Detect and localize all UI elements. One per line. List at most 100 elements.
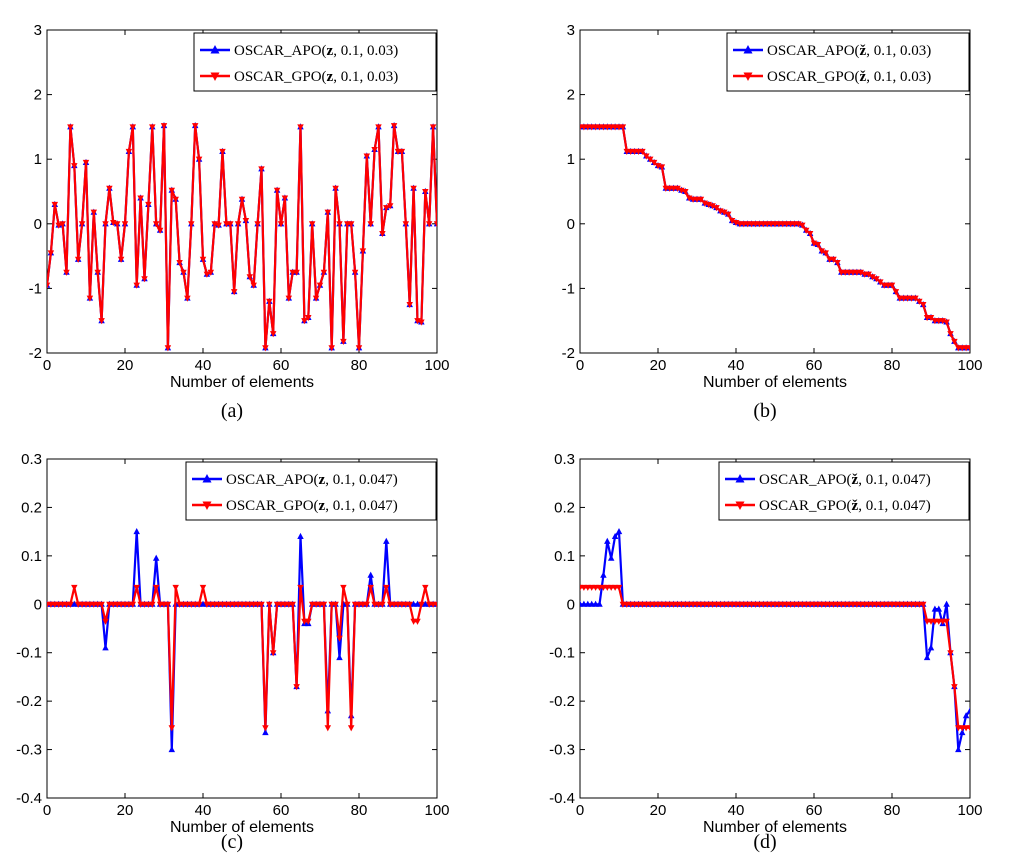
chart-panel: 0 20 40 60 80 100 -0.4 -0.3 -0.2 -0.1 0 0.1 0.2 0.3 Nu…	[549, 451, 982, 853]
data-point-gpo	[207, 269, 215, 276]
data-point-gpo	[184, 295, 191, 302]
data-point-gpo	[125, 148, 133, 156]
data-point-gpo	[215, 222, 222, 229]
x-tick-label: 0	[43, 802, 51, 819]
data-point-gpo	[67, 601, 74, 608]
legend-box	[185, 461, 437, 521]
x-tick-label: 40	[728, 802, 745, 819]
data-point-gpo	[285, 295, 293, 302]
data-point-gpo	[410, 185, 417, 192]
legend-func: OSCAR_GPO(	[759, 498, 852, 514]
data-point-gpo	[266, 298, 273, 305]
x-tick-label: 60	[806, 357, 823, 374]
legend-box	[193, 32, 437, 92]
legend-marker	[743, 72, 753, 81]
legend-args: , 0.1, 0.03)	[866, 69, 931, 85]
data-point-gpo	[379, 230, 386, 238]
data-point-gpo	[230, 289, 238, 296]
data-point-gpo	[822, 250, 829, 257]
data-point-gpo	[305, 618, 312, 625]
data-point-gpo	[199, 584, 207, 591]
data-point-gpo	[865, 271, 872, 278]
data-point-gpo	[269, 331, 277, 338]
data-point-gpo	[919, 601, 927, 608]
data-point-gpo	[888, 282, 896, 289]
data-point-gpo	[951, 684, 958, 691]
legend-args: , 0.1, 0.03)	[333, 43, 398, 59]
legend-symbol: z	[327, 43, 334, 59]
data-point-gpo	[639, 148, 646, 156]
legend-entry: OSCAR_APO(ž, 0.1, 0.03)	[767, 43, 931, 59]
data-point-gpo	[277, 221, 285, 228]
data-point-gpo	[137, 195, 144, 202]
x-axis-label: Number of elements	[170, 819, 314, 836]
legend-func: OSCAR_GPO(	[226, 498, 319, 514]
data-point-gpo	[336, 221, 343, 228]
data-point-gpo	[406, 302, 413, 309]
data-point-gpo	[869, 274, 876, 281]
data-point-gpo	[814, 241, 822, 249]
data-point-gpo	[650, 159, 658, 167]
data-point-apo	[927, 644, 935, 651]
data-point-gpo	[86, 295, 94, 302]
y-tick-label: 0.3	[21, 451, 42, 468]
data-point-apo	[604, 537, 611, 544]
data-point-gpo	[308, 221, 316, 228]
panel-caption: (c)	[221, 831, 243, 853]
panel-caption: (b)	[753, 400, 776, 422]
x-tick-label: 60	[273, 357, 290, 374]
x-tick-label: 40	[195, 802, 212, 819]
data-point-gpo	[340, 338, 347, 345]
legend-args: , 0.1, 0.047)	[858, 498, 931, 514]
data-point-gpo	[164, 601, 172, 608]
legend-marker	[210, 72, 220, 81]
legend-entry: OSCAR_GPO(ž, 0.1, 0.03)	[767, 69, 931, 85]
data-point-gpo	[219, 148, 226, 156]
data-point-gpo	[442, 242, 448, 248]
y-tick-label: 0.1	[554, 548, 575, 565]
x-tick-label: 100	[957, 802, 982, 819]
data-point-gpo	[433, 601, 437, 608]
x-tick-label: 80	[884, 357, 901, 374]
data-point-apo	[438, 159, 444, 165]
data-point-gpo	[98, 318, 105, 325]
legend-args: , 0.1, 0.047)	[325, 498, 398, 514]
y-tick-label: 0	[34, 596, 42, 613]
data-point-gpo	[379, 601, 386, 608]
legend-func: OSCAR_GPO(	[234, 69, 327, 85]
data-point-gpo	[799, 222, 806, 229]
data-point-gpo	[966, 725, 970, 732]
data-point-gpo	[71, 163, 78, 170]
x-tick-label: 20	[650, 802, 667, 819]
data-point-gpo	[191, 123, 199, 130]
data-point-gpo	[347, 725, 355, 732]
data-point-gpo	[674, 185, 681, 192]
x-tick-label: 100	[424, 802, 449, 819]
data-point-gpo	[927, 314, 935, 322]
data-point-gpo	[152, 221, 160, 228]
data-point-apo	[943, 600, 950, 607]
plot-area	[580, 528, 970, 753]
data-point-gpo	[63, 269, 70, 276]
data-point-gpo	[203, 271, 211, 278]
data-point-gpo	[129, 601, 137, 608]
data-point-gpo	[658, 164, 666, 171]
x-tick-label: 0	[43, 357, 51, 374]
y-tick-label: 1	[567, 151, 575, 168]
data-point-gpo	[367, 584, 374, 591]
legend-entry: OSCAR_APO(ž, 0.1, 0.047)	[759, 472, 931, 488]
x-tick-label: 100	[424, 357, 449, 374]
data-point-gpo	[643, 153, 650, 160]
data-point-gpo	[414, 618, 421, 625]
data-point-gpo	[943, 618, 950, 625]
data-point-apo	[297, 532, 304, 540]
data-point-gpo	[168, 187, 176, 194]
data-point-apo	[383, 537, 390, 544]
data-point-gpo	[802, 227, 810, 234]
data-point-gpo	[195, 156, 203, 163]
data-point-gpo	[71, 584, 78, 591]
x-tick-label: 20	[117, 802, 134, 819]
data-point-gpo	[258, 601, 265, 608]
data-point-gpo	[149, 124, 156, 131]
data-point-gpo	[168, 725, 176, 732]
